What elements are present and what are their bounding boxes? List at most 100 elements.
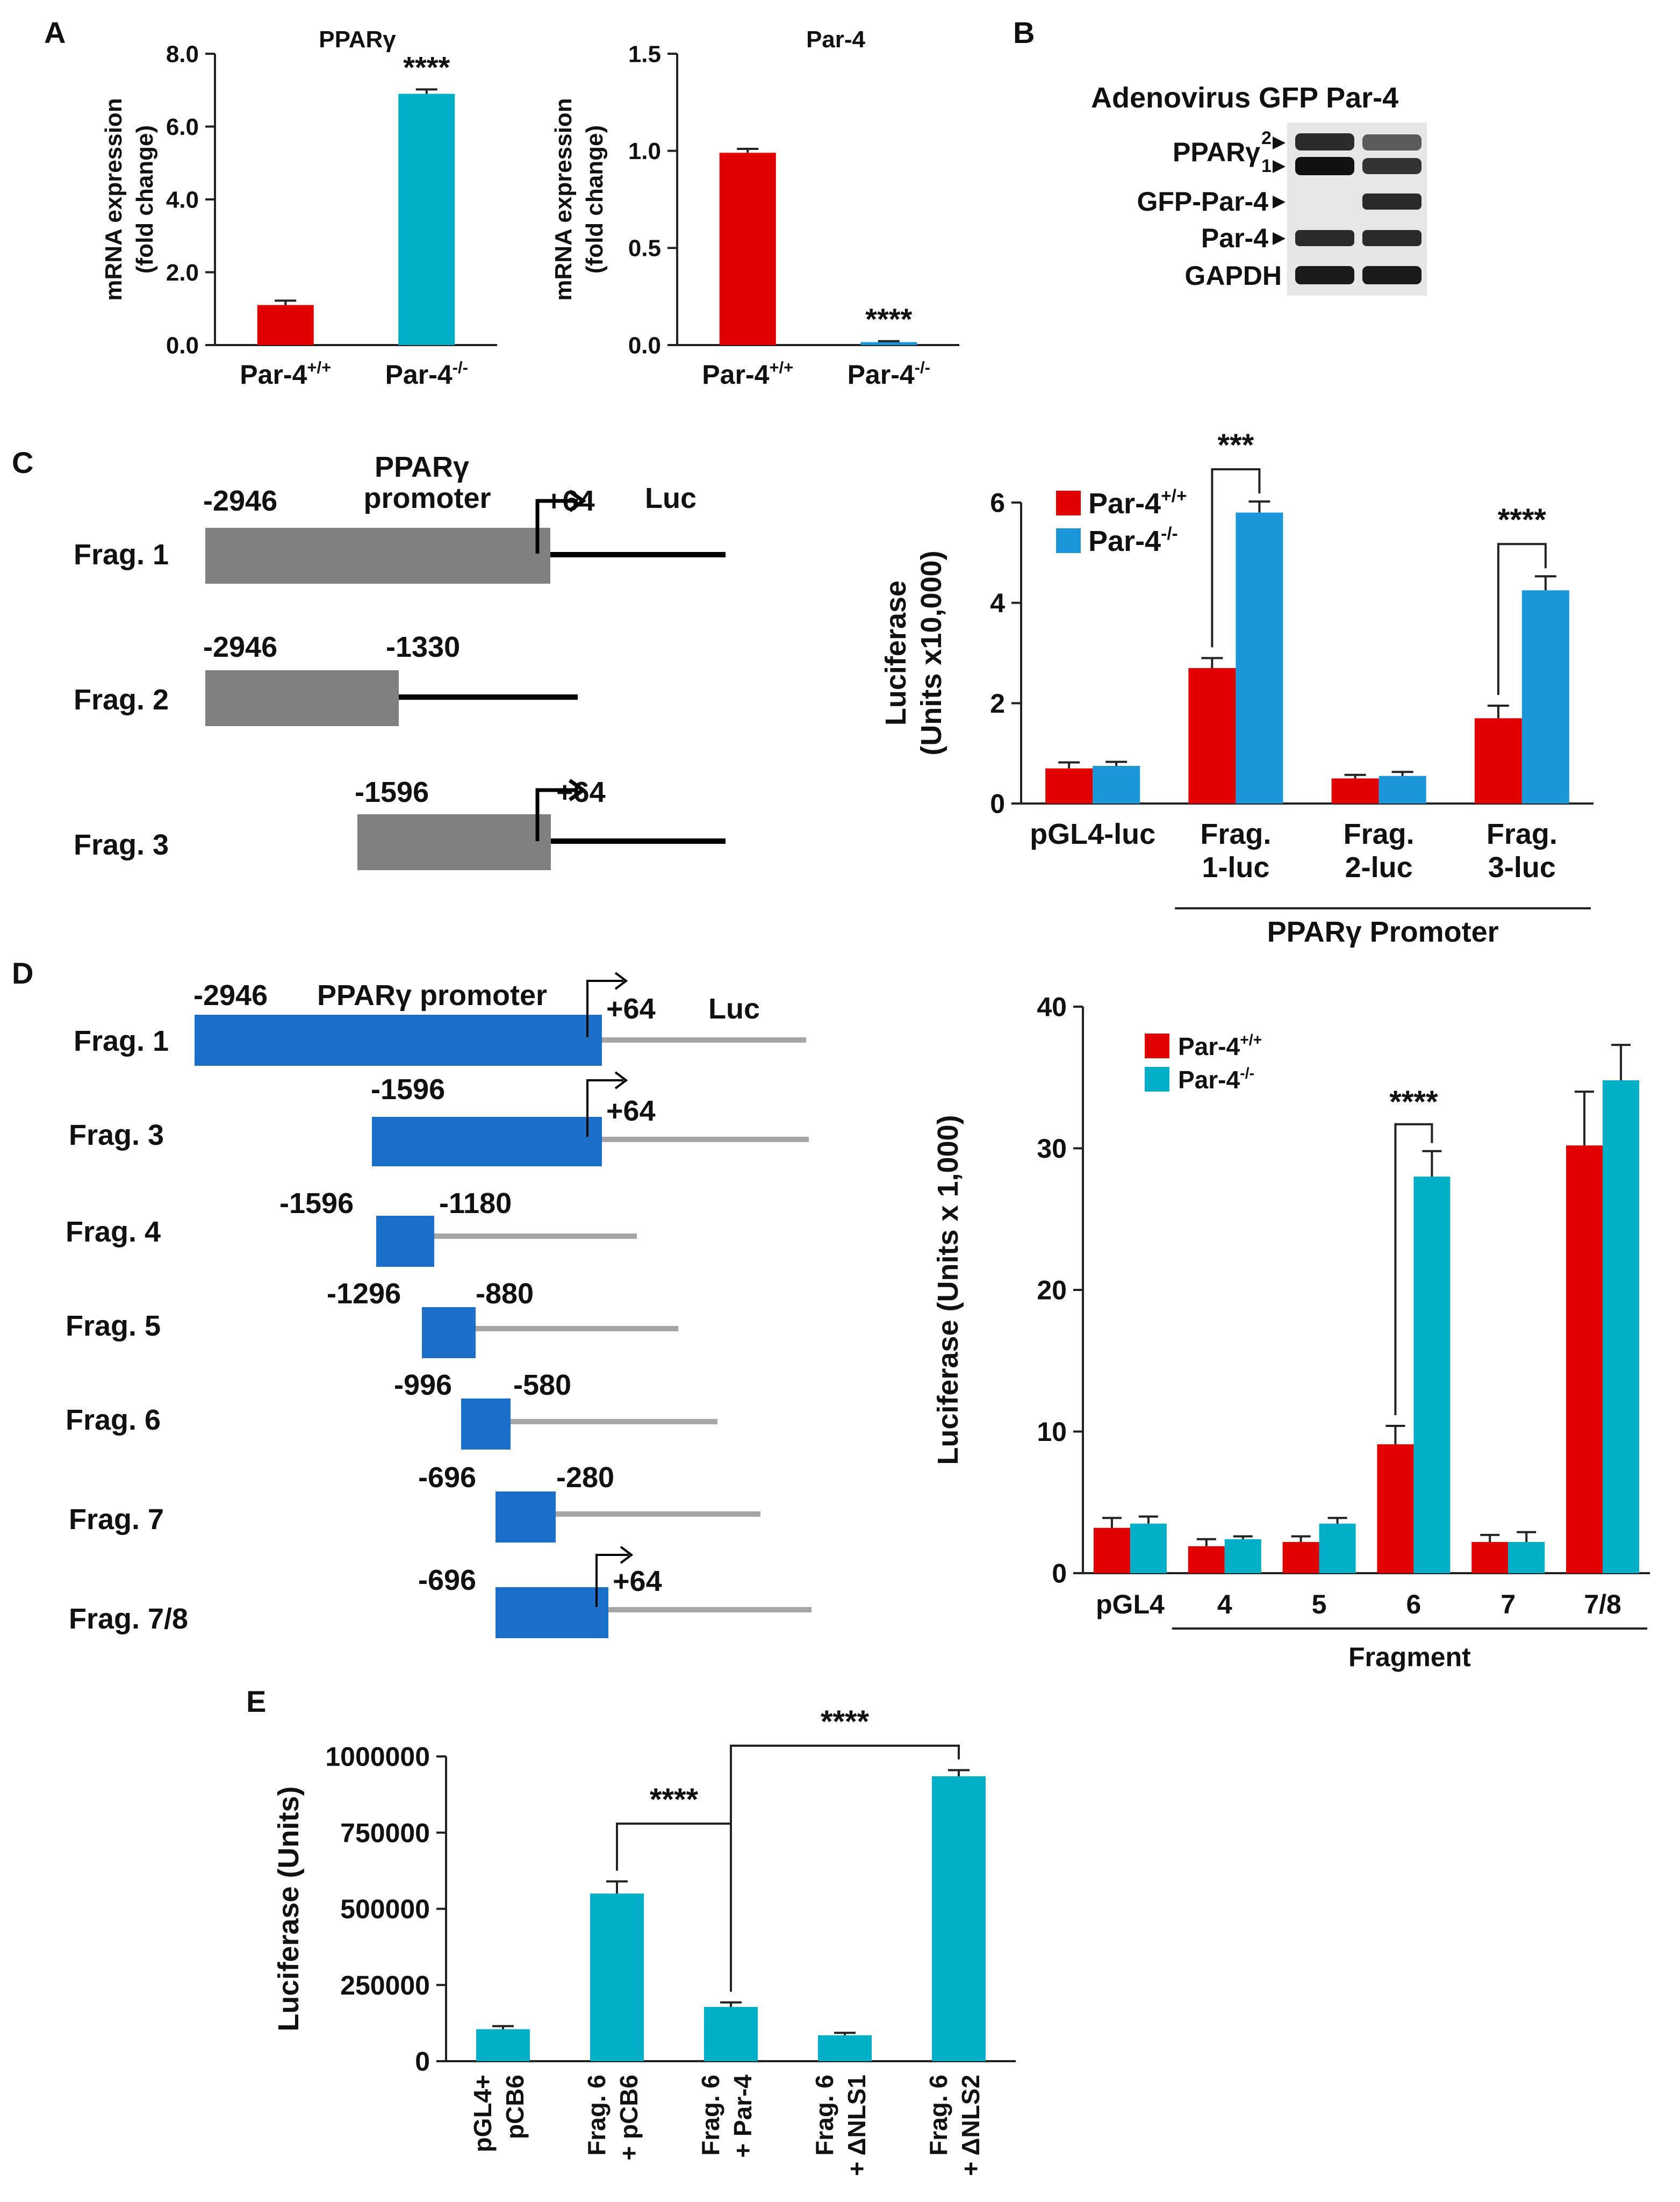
chart-c-y-tick-label: 4 bbox=[990, 588, 1005, 618]
chart-e-x-label: + Par-4 bbox=[729, 2075, 757, 2158]
chart-c-y-tick-label: 0 bbox=[990, 789, 1005, 819]
frag-d78-tss-arrow bbox=[595, 1554, 629, 1607]
chart-e-y-label: Luciferase (Units) bbox=[272, 1786, 305, 2031]
frag-c2-box bbox=[205, 670, 399, 726]
chart-a-par4: 0.0 0.5 1.0 1.5 Par-4 mRNA expression (fold ch… bbox=[550, 26, 959, 390]
chart-c-group-label: PPARγ Promoter bbox=[1267, 916, 1499, 948]
chart-e-x-label: pGL4+ bbox=[469, 2075, 497, 2152]
chart-d-bar bbox=[1471, 1542, 1509, 1573]
chart-a-ppar: 0.0 2.0 4.0 6.0 8.0 PPARγ mRNA expression (fold… bbox=[100, 26, 497, 390]
frag-d5-box bbox=[422, 1307, 476, 1358]
band-gfp-par4 bbox=[1362, 193, 1421, 210]
chart-e-x-label: + ΔNLS1 bbox=[843, 2075, 871, 2176]
frag-d7-left: -696 bbox=[418, 1461, 476, 1494]
diagram-c-luc: Luc bbox=[645, 482, 697, 514]
chart-a1-y-tick-label: 4.0 bbox=[166, 187, 199, 213]
frag-d78-label: Frag. 7/8 bbox=[69, 1603, 188, 1635]
frag-c3-box bbox=[357, 814, 551, 870]
chart-a1-y-tick-label: 0.0 bbox=[166, 332, 199, 358]
chart-e-x-label: + ΔNLS2 bbox=[957, 2075, 985, 2176]
chart-e-bar bbox=[476, 2029, 530, 2061]
band-par4-par4 bbox=[1362, 230, 1421, 246]
frag-d3-right: +64 bbox=[606, 1095, 656, 1127]
chart-c-x-label: Frag. bbox=[1487, 818, 1557, 850]
blot-label-gapdh: GAPDH bbox=[1184, 261, 1282, 291]
chart-c-legend-swatch bbox=[1056, 528, 1081, 553]
chart-c-bar bbox=[1188, 668, 1236, 804]
chart-a2-y-tick-label: 0.5 bbox=[628, 235, 661, 262]
frag-d4-label: Frag. 4 bbox=[66, 1216, 161, 1248]
frag-d1-left: -2946 bbox=[193, 979, 268, 1012]
frag-c3-left: -1596 bbox=[355, 776, 429, 808]
chart-a1-significance: **** bbox=[403, 50, 450, 84]
chart-e-x-label: + pCB6 bbox=[615, 2075, 643, 2161]
chart-e-significance: **** bbox=[650, 1782, 699, 1817]
chart-e-y-tick-label: 500000 bbox=[340, 1894, 430, 1924]
frag-d1-tss-arrow bbox=[586, 980, 623, 1037]
chart-d-bar bbox=[1282, 1542, 1319, 1573]
chart-a2-x-label: Par-4+/+ bbox=[702, 358, 793, 390]
chart-e-bar bbox=[590, 1893, 644, 2061]
chart-c-x-label: Frag. bbox=[1200, 818, 1271, 850]
chart-c-y-tick-label: 2 bbox=[990, 688, 1005, 719]
chart-d-y-tick-label: 10 bbox=[1037, 1417, 1067, 1447]
panel-label-b: B bbox=[1013, 16, 1035, 49]
frag-d3-tss-arrow bbox=[586, 1079, 623, 1137]
chart-c-x-label: Frag. bbox=[1344, 818, 1415, 850]
chart-c: 0 2 4 6 Luciferase (Units x10,000) pGL4-luc Fra… bbox=[880, 428, 1593, 948]
chart-d-x-label: 7 bbox=[1500, 1589, 1516, 1619]
chart-c-bracket bbox=[1497, 543, 1547, 695]
frag-d4-box bbox=[376, 1216, 434, 1267]
chart-d-bar bbox=[1377, 1444, 1414, 1573]
chart-c-y-label: Luciferase bbox=[880, 580, 912, 726]
frag-d7-box bbox=[496, 1491, 556, 1543]
blot-label-par4: Par-4 bbox=[1201, 223, 1268, 253]
frag-d5-left: -1296 bbox=[327, 1278, 401, 1310]
chart-d-bar bbox=[1413, 1177, 1451, 1573]
chart-d-y-tick-label: 30 bbox=[1037, 1134, 1067, 1164]
chart-a2-y-tick-label: 0.0 bbox=[628, 332, 661, 358]
chart-d-x-label: 7/8 bbox=[1584, 1589, 1621, 1619]
chart-a2-y-label: (fold change) bbox=[581, 125, 608, 274]
frag-d4-right: -1180 bbox=[439, 1187, 512, 1220]
chart-d-y-tick-label: 0 bbox=[1052, 1559, 1067, 1589]
arrowhead-ppar-1 bbox=[1273, 160, 1286, 173]
arrowhead-ppar-2 bbox=[1273, 137, 1286, 149]
chart-e-x-label: Frag. 6 bbox=[697, 2075, 724, 2156]
chart-c-legend-swatch bbox=[1056, 491, 1081, 515]
frag-d7-right: -280 bbox=[556, 1461, 614, 1494]
blot-label-ppar: PPARγ bbox=[1173, 137, 1260, 167]
frag-d4-left: -1596 bbox=[279, 1187, 354, 1220]
frag-c2-right: -1330 bbox=[386, 631, 460, 663]
chart-d-bar bbox=[1188, 1546, 1225, 1573]
chart-a1-x-label: Par-4-/- bbox=[385, 358, 468, 390]
frag-d78-tss-head bbox=[620, 1546, 634, 1564]
chart-c-bar bbox=[1236, 512, 1283, 804]
band-ppar-2-gfp bbox=[1295, 133, 1354, 150]
chart-c-significance: **** bbox=[1498, 503, 1547, 537]
blot-label-gfp-par4: GFP-Par-4 bbox=[1137, 187, 1268, 217]
frag-d1-box bbox=[195, 1015, 602, 1066]
chart-d-bar bbox=[1319, 1523, 1356, 1573]
chart-e-bar bbox=[818, 2035, 872, 2061]
frag-d3-label: Frag. 3 bbox=[69, 1119, 164, 1151]
chart-c-bar bbox=[1474, 718, 1522, 804]
frag-c1-tss-head bbox=[568, 490, 586, 512]
arrowhead-par4 bbox=[1273, 232, 1286, 245]
chart-c-bar bbox=[1521, 590, 1569, 804]
chart-d-y-label: Luciferase (Units x 1,000) bbox=[932, 1115, 964, 1465]
chart-e: 0 250000 500000 750000 1000000 Luciferase (Un… bbox=[272, 1704, 1016, 2176]
frag-d78-box bbox=[496, 1587, 608, 1638]
chart-d-bar bbox=[1508, 1542, 1545, 1573]
arrowhead-gfp-par4 bbox=[1273, 196, 1286, 209]
chart-d-bar bbox=[1603, 1080, 1640, 1573]
chart-c-bracket bbox=[1211, 468, 1261, 648]
chart-c-x-label: 2-luc bbox=[1345, 851, 1413, 884]
chart-e-bracket bbox=[730, 1745, 960, 1992]
chart-e-y-tick-label: 1000000 bbox=[325, 1742, 430, 1772]
band-ppar-1-par4 bbox=[1362, 158, 1421, 174]
diagram-d-luc: Luc bbox=[708, 993, 760, 1025]
blot-header: Adenovirus GFP Par-4 bbox=[1091, 82, 1398, 114]
frag-d6-left: -996 bbox=[394, 1369, 452, 1401]
